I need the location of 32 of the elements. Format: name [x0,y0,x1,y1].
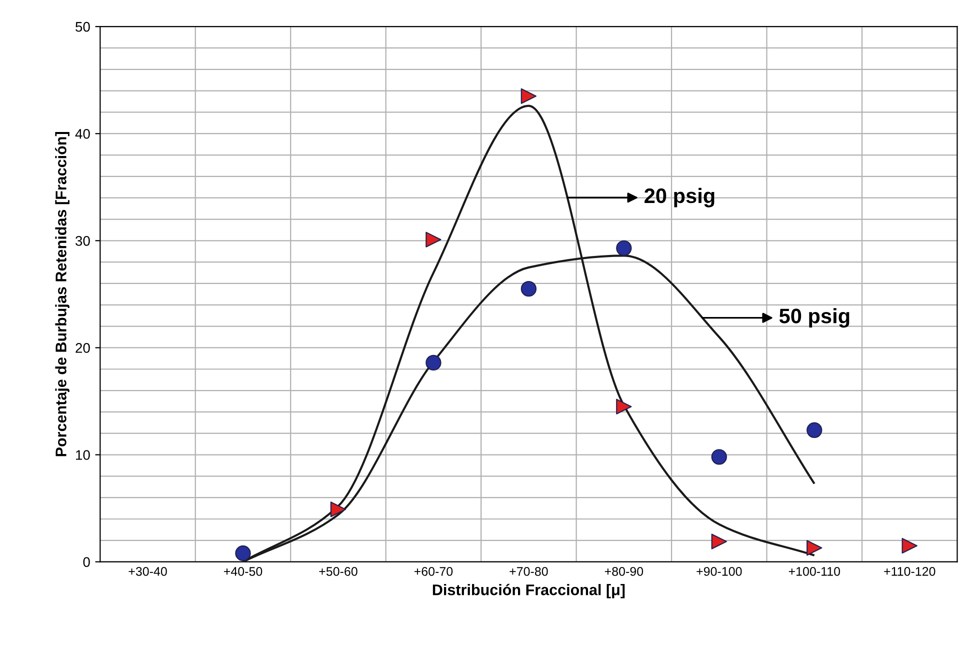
x-axis-title: Distribución Fraccional [μ] [432,584,625,598]
x-tick-label: +110-120 [884,567,936,576]
y-tick-label: 0 [83,557,90,567]
point [902,538,918,554]
x-tick-label: +40-50 [224,567,262,576]
annotation: 20 psig [644,188,714,208]
y-axis-title: Porcentaje de Burbujas Retenidas [Fracción] [55,132,70,456]
point [426,232,442,248]
x-tick-label: +30-40 [128,567,167,576]
x-tick-label: +80-90 [604,567,644,576]
y-tick-label: 10 [76,450,90,460]
x-tick-label: +90-100 [696,567,742,576]
x-tick-label: +60-70 [414,567,453,576]
point [235,545,251,562]
y-tick-label: 20 [76,343,90,353]
point [520,88,537,104]
x-tick-label: +50-60 [319,567,358,576]
point [616,240,632,256]
point [806,422,822,438]
point [426,354,442,371]
y-tick-label: 40 [75,128,90,139]
x-tick-label: +100-110 [788,567,840,576]
point [330,502,346,518]
point [616,398,632,414]
point [711,449,727,465]
point [711,534,727,550]
y-tick-label: 30 [76,236,90,246]
y-tick-label: 50 [76,22,90,32]
annotation: 50 psig [779,308,850,328]
point [806,540,822,556]
point [520,281,537,297]
x-tick-label: +70-80 [510,567,548,576]
